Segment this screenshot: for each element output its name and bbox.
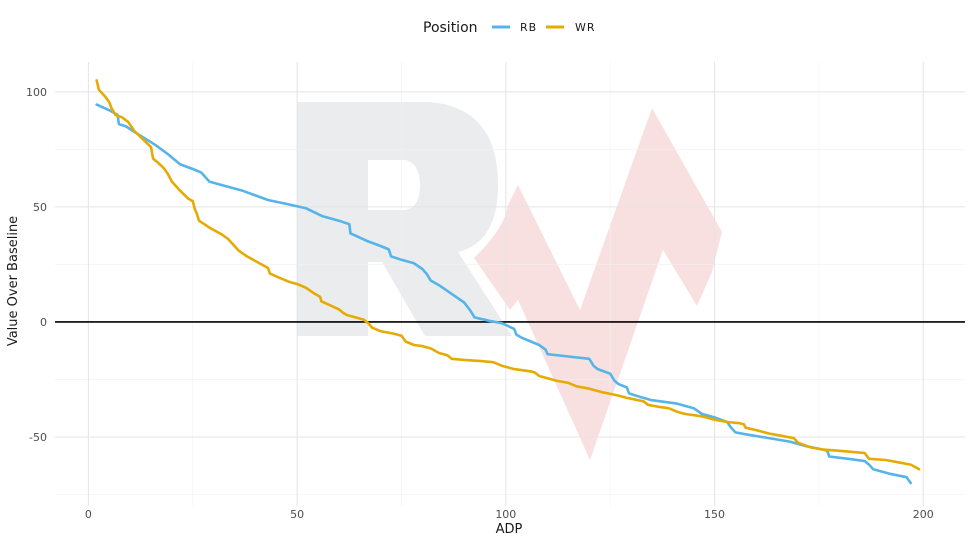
y-tick-label: 50 [33, 201, 47, 214]
x-tick-label: 0 [85, 508, 92, 521]
y-tick-labels: -50 0 50 100 [26, 86, 47, 444]
watermark-check-mark [474, 108, 722, 460]
legend-label-wr: WR [575, 21, 596, 34]
y-axis-title: Value Over Baseline [6, 216, 21, 346]
y-tick-label: 100 [26, 86, 47, 99]
x-tick-label: 200 [913, 508, 934, 521]
legend-title: Position [423, 20, 478, 36]
y-tick-label: 0 [40, 316, 47, 329]
series-line-wr [95, 79, 921, 471]
legend-label-rb: RB [520, 21, 537, 34]
watermark-letter-r [297, 102, 512, 336]
legend: Position RB WR [423, 20, 596, 36]
watermark-logo [297, 102, 722, 460]
series-line-rb [95, 103, 912, 485]
x-tick-labels: 0 50 100 150 200 [85, 508, 934, 521]
x-tick-label: 150 [704, 508, 725, 521]
x-tick-label: 50 [290, 508, 304, 521]
x-tick-label: 100 [495, 508, 516, 521]
series-lines [95, 79, 921, 485]
x-axis-title: ADP [496, 522, 523, 537]
y-tick-label: -50 [29, 431, 47, 444]
